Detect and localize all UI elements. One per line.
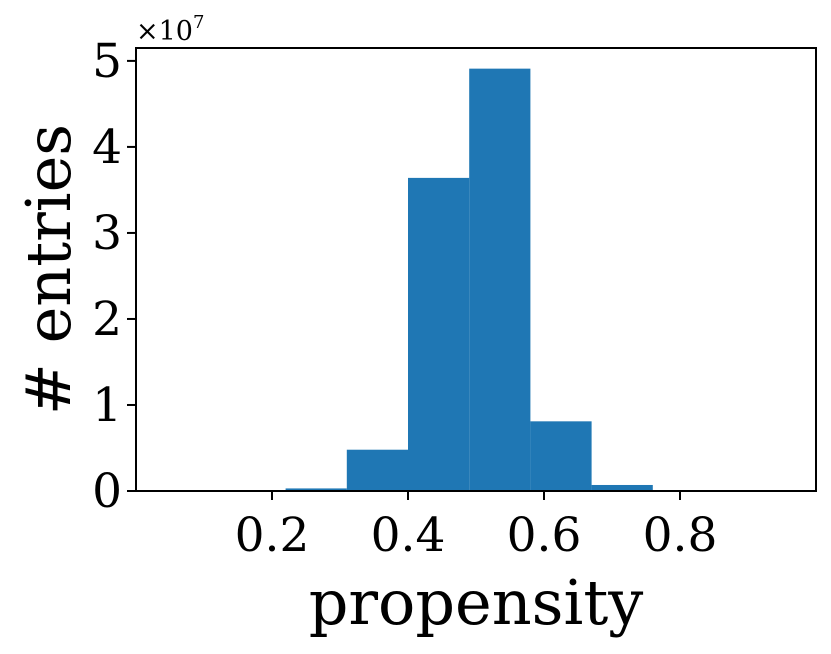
y-scale-offset-label: ×107 <box>136 12 204 47</box>
x-axis-title: propensity <box>309 566 644 639</box>
y-scale-exponent: 7 <box>193 12 204 33</box>
y-tick-label: 2 <box>92 292 122 347</box>
y-tick-label: 4 <box>92 120 122 175</box>
y-axis-title: # entries <box>12 124 85 415</box>
x-tick-label: 0.2 <box>235 508 310 563</box>
histogram-bar-3 <box>408 177 470 491</box>
histogram-bar-2 <box>346 449 408 491</box>
histogram-bar-6 <box>591 484 653 491</box>
y-tick-label: 5 <box>92 34 122 89</box>
x-tick-label: 0.4 <box>371 508 446 563</box>
y-axis-ticks: 0 1 2 3 4 5 <box>92 34 136 519</box>
histogram-bar-5 <box>530 421 592 491</box>
y-tick-label: 1 <box>92 378 122 433</box>
x-axis-ticks: 0.2 0.4 0.6 0.8 <box>235 491 718 563</box>
y-tick-label: 0 <box>92 464 122 519</box>
x-tick-label: 0.6 <box>507 508 582 563</box>
y-scale-base: ×10 <box>136 16 193 47</box>
y-tick-label: 3 <box>92 206 122 261</box>
histogram-bar-4 <box>469 68 531 492</box>
bars-group <box>285 68 653 492</box>
histogram-bar-1 <box>285 488 347 491</box>
x-tick-label: 0.8 <box>643 508 718 563</box>
plot-frame <box>135 47 817 492</box>
